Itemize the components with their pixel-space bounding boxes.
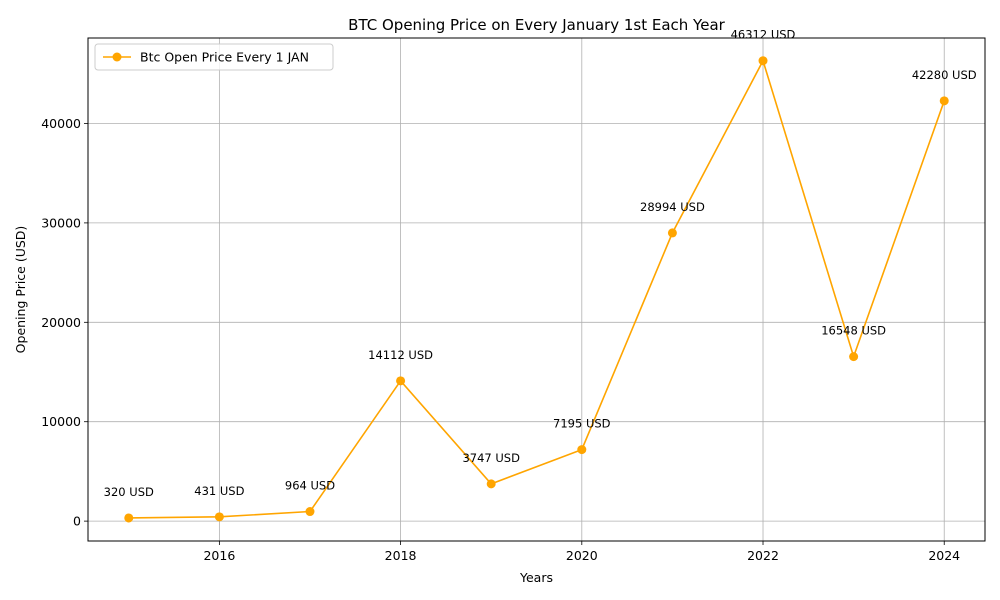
chart-title: BTC Opening Price on Every January 1st E… bbox=[348, 16, 725, 34]
y-tick-label: 0 bbox=[73, 514, 81, 529]
data-point bbox=[849, 352, 859, 362]
data-label: 964 USD bbox=[285, 479, 335, 493]
data-label: 7195 USD bbox=[553, 417, 611, 431]
x-axis-ticks: 2016 2018 2020 2022 2024 bbox=[203, 541, 960, 563]
y-axis-label: Opening Price (USD) bbox=[13, 226, 28, 354]
data-point bbox=[486, 479, 496, 489]
data-label: 16548 USD bbox=[821, 324, 886, 338]
x-tick-label: 2016 bbox=[203, 548, 235, 563]
data-label: 28994 USD bbox=[640, 200, 705, 214]
data-point bbox=[124, 513, 134, 523]
data-point bbox=[214, 512, 224, 522]
y-tick-label: 30000 bbox=[41, 215, 81, 230]
x-tick-label: 2024 bbox=[928, 548, 960, 563]
legend-marker bbox=[112, 52, 122, 62]
data-label: 46312 USD bbox=[731, 28, 796, 42]
plot-frame bbox=[87, 37, 986, 542]
x-tick-label: 2022 bbox=[747, 548, 779, 563]
data-point bbox=[667, 228, 677, 238]
data-label: 14112 USD bbox=[368, 348, 433, 362]
x-tick-label: 2018 bbox=[385, 548, 417, 563]
data-point bbox=[577, 445, 587, 455]
y-tick-label: 40000 bbox=[41, 116, 81, 131]
legend-entry-label: Btc Open Price Every 1 JAN bbox=[140, 50, 309, 65]
series-line bbox=[128, 58, 945, 519]
legend-box bbox=[94, 43, 334, 71]
x-axis-label: Years bbox=[519, 570, 553, 585]
grid-lines bbox=[88, 38, 985, 541]
x-tick-label: 2020 bbox=[566, 548, 598, 563]
legend: Btc Open Price Every 1 JAN bbox=[94, 43, 334, 71]
data-point bbox=[939, 96, 949, 106]
data-point bbox=[758, 56, 768, 66]
y-tick-label: 10000 bbox=[41, 414, 81, 429]
data-label: 431 USD bbox=[194, 484, 244, 498]
data-label: 320 USD bbox=[104, 485, 154, 499]
y-axis-ticks: 0 10000 20000 30000 40000 bbox=[41, 116, 88, 529]
series-layer bbox=[124, 56, 949, 523]
data-label: 3747 USD bbox=[462, 451, 520, 465]
y-tick-label: 20000 bbox=[41, 315, 81, 330]
data-point bbox=[305, 507, 315, 517]
data-point bbox=[396, 376, 406, 386]
data-label: 42280 USD bbox=[912, 68, 977, 82]
